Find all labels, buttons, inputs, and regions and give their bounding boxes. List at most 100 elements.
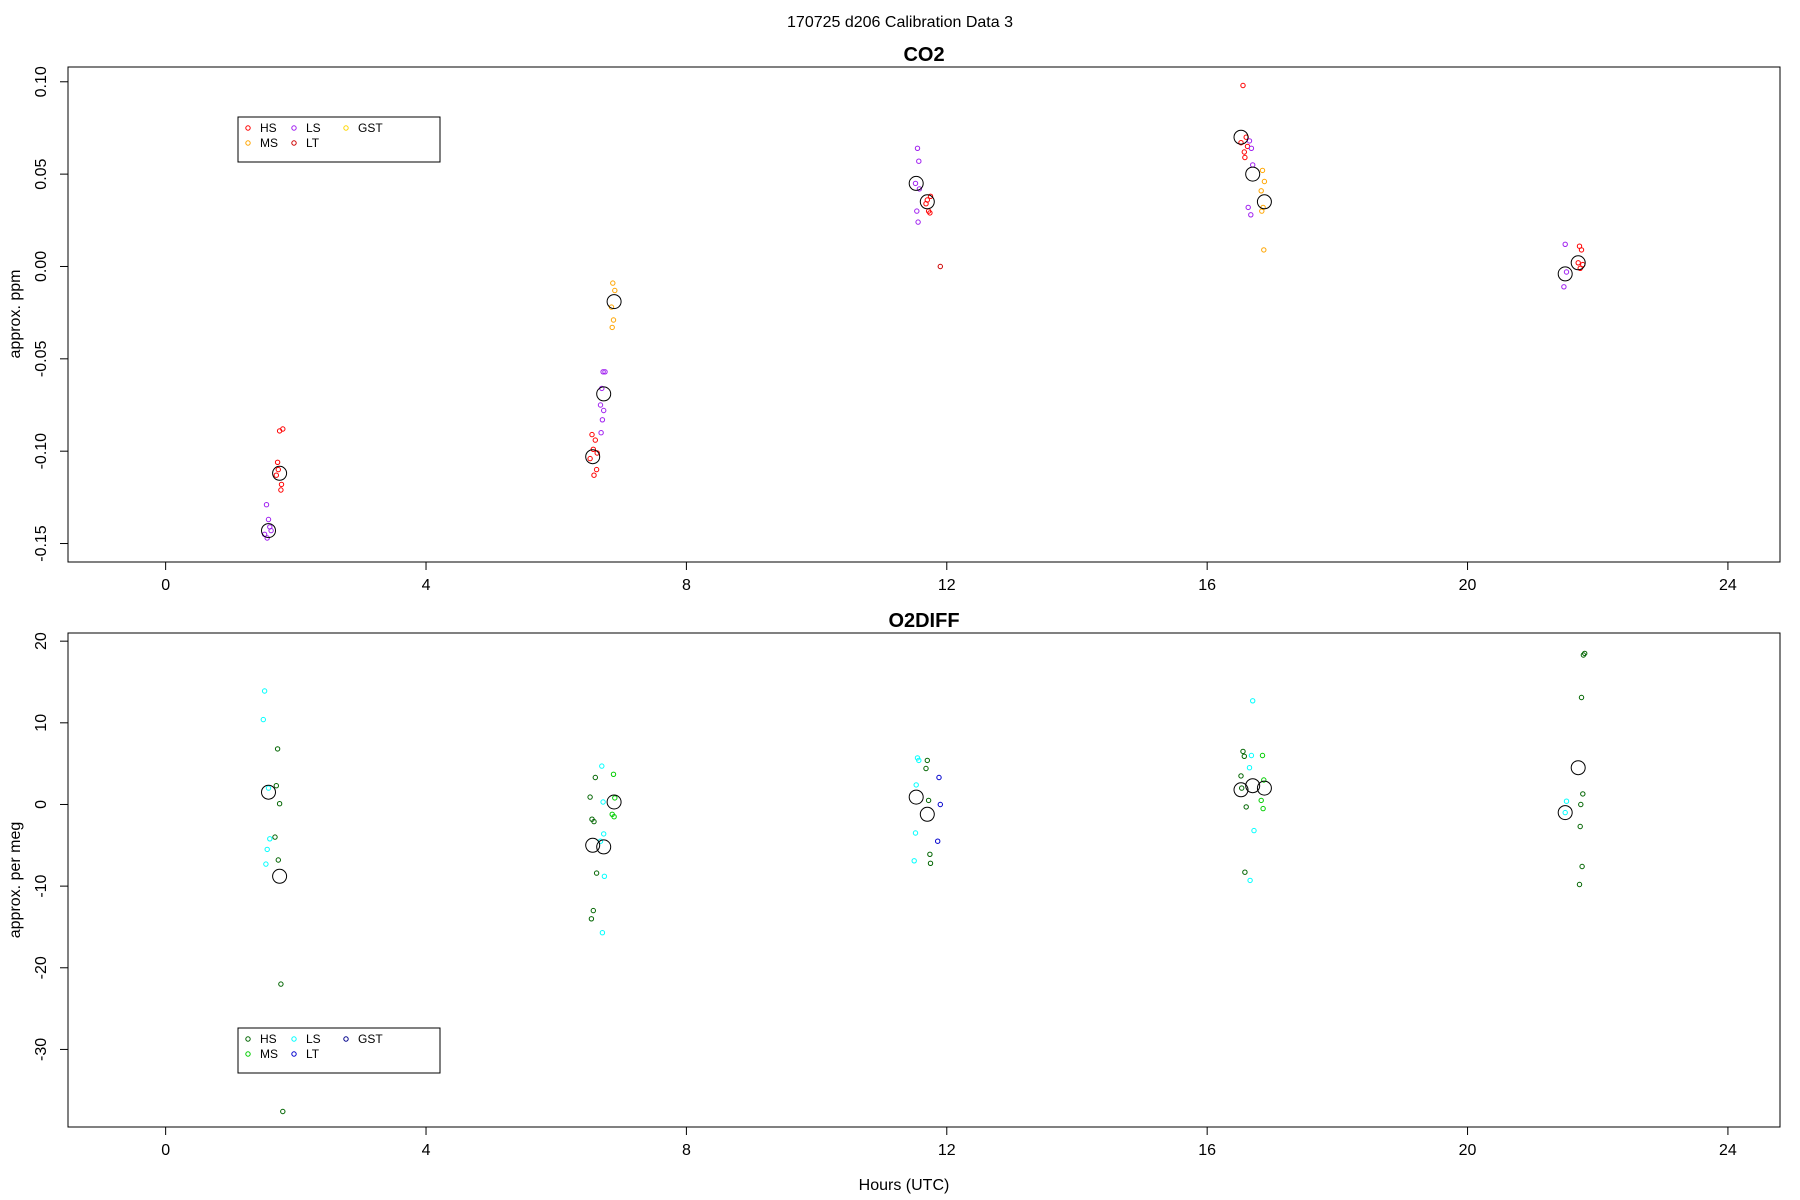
o2diff-point-hs xyxy=(1578,801,1584,808)
co2-point-ls xyxy=(600,369,606,375)
o2diff-point-ls xyxy=(599,763,605,769)
o2diff-mean-point xyxy=(919,806,935,822)
o2diff-point-ls xyxy=(913,782,919,788)
o2diff-point-ls xyxy=(599,930,606,936)
co2-legend-marker-hs xyxy=(245,125,251,131)
o2diff-mean-point xyxy=(908,789,924,805)
co2-point-ls xyxy=(1561,284,1567,290)
o2diff-panel: O2DIFF approx. per meg 0 4 8 12 16 20 24 -30 -2… xyxy=(7,610,1781,1159)
co2-point-hs xyxy=(278,481,285,488)
co2-point-hs xyxy=(1575,260,1581,266)
co2-point-ls xyxy=(1562,241,1568,248)
co2-mean-point xyxy=(1233,129,1249,145)
co2-point-ls xyxy=(1250,162,1256,168)
co2-point-ls xyxy=(265,516,272,523)
co2-mean-point xyxy=(1557,266,1573,282)
co2-legend-marker-ms xyxy=(245,140,251,146)
o2diff-point-hs xyxy=(1576,881,1583,888)
co2-point-ls xyxy=(602,369,608,375)
o2diff-point-ls xyxy=(600,799,606,805)
co2-point-ls xyxy=(1248,212,1254,218)
co2-point-ls xyxy=(915,219,921,225)
o2diff-point-ms xyxy=(611,814,617,820)
o2diff-point-ls xyxy=(1247,877,1253,884)
co2-point-hs xyxy=(587,455,593,462)
co2-y-tick-label: -0.10 xyxy=(33,433,50,470)
o2diff-legend-marker-lt xyxy=(291,1051,297,1057)
co2-point-hs xyxy=(927,210,933,216)
co2-point-hs xyxy=(1578,247,1585,253)
co2-legend-label-lt: LT xyxy=(306,136,320,150)
co2-legend-marker-ls xyxy=(291,125,297,131)
o2diff-point-ms xyxy=(1260,805,1266,812)
o2diff-mean-point xyxy=(261,784,276,800)
o2diff-point-ms xyxy=(610,771,617,777)
o2diff-point-ls xyxy=(1562,809,1568,816)
o2diff-point-ls xyxy=(911,858,917,864)
o2diff-point-hs xyxy=(1240,748,1246,755)
co2-point-ms xyxy=(1259,167,1266,174)
o2diff-point-hs xyxy=(1579,863,1585,870)
o2diff-y-tick-label: -20 xyxy=(33,956,50,979)
co2-legend-label-hs: HS xyxy=(260,121,277,135)
co2-panel: CO2 approx. ppm 0 4 8 12 16 20 24 -0.15-0.10-0… xyxy=(7,44,1781,594)
co2-point-ls xyxy=(916,186,923,192)
o2diff-x-tick-label: 4 xyxy=(422,1142,431,1159)
co2-point-ls xyxy=(916,158,922,164)
o2diff-mean-point xyxy=(596,839,612,855)
o2diff-legend-box xyxy=(237,1027,441,1074)
o2diff-point-hs xyxy=(924,757,930,764)
o2diff-legend-label-gst: GST xyxy=(358,1032,383,1046)
co2-point-ls xyxy=(598,430,604,436)
co2-y-tick-label: 0.10 xyxy=(33,66,50,97)
co2-point-hs xyxy=(591,472,597,478)
co2-point-ls xyxy=(268,527,274,534)
o2diff-legend-label-ms: MS xyxy=(260,1047,278,1061)
co2-mean-point xyxy=(1570,255,1586,271)
co2-legend-box xyxy=(237,116,441,163)
co2-panel-title: CO2 xyxy=(903,44,944,66)
co2-mean-point xyxy=(261,523,276,539)
co2-data-points xyxy=(261,82,1586,541)
co2-mean-point xyxy=(1245,166,1261,182)
o2diff-x-tick-label: 8 xyxy=(682,1142,691,1159)
o2diff-point-ls xyxy=(265,785,272,791)
co2-mean-point xyxy=(908,175,924,191)
co2-point-ls xyxy=(914,208,920,214)
o2diff-point-ls xyxy=(1250,698,1256,704)
o2diff-point-hs xyxy=(593,870,600,876)
co2-point-ms xyxy=(1258,188,1264,194)
co2-point-hs xyxy=(274,459,281,465)
o2diff-legend-marker-hs xyxy=(245,1036,251,1042)
o2diff-legend-marker-ms xyxy=(245,1051,251,1057)
o2diff-legend-label-ls: LS xyxy=(306,1032,321,1046)
o2diff-mean-point xyxy=(606,794,622,810)
co2-x-tick-label: 16 xyxy=(1198,577,1216,594)
o2diff-legend-label-hs: HS xyxy=(260,1032,277,1046)
co2-x-tick-label: 24 xyxy=(1719,577,1737,594)
co2-mean-point xyxy=(1256,194,1272,210)
co2-point-ms xyxy=(610,280,616,286)
o2diff-point-hs xyxy=(1239,785,1245,791)
o2diff-x-tick-label: 16 xyxy=(1198,1142,1216,1159)
co2-point-hs xyxy=(280,426,286,432)
co2-point-hs xyxy=(1238,140,1244,146)
o2diff-point-ls xyxy=(267,836,273,842)
o2diff-point-lt xyxy=(937,801,943,808)
co2-legend-label-ls: LS xyxy=(306,121,321,135)
o2diff-point-hs xyxy=(1580,791,1586,797)
co2-point-hs xyxy=(1242,154,1248,161)
o2diff-point-ms xyxy=(1259,752,1266,759)
co2-mean-point xyxy=(596,386,612,402)
co2-point-ms xyxy=(610,317,617,323)
o2diff-point-hs xyxy=(927,860,934,866)
o2diff-point-hs xyxy=(925,797,932,804)
o2diff-point-ls xyxy=(1251,827,1257,834)
co2-point-ls xyxy=(912,180,919,187)
co2-y-axis-label: approx. ppm xyxy=(7,270,24,359)
o2diff-point-ls xyxy=(261,688,268,694)
co2-point-hs xyxy=(1240,82,1246,89)
co2-mean-point xyxy=(585,449,601,465)
